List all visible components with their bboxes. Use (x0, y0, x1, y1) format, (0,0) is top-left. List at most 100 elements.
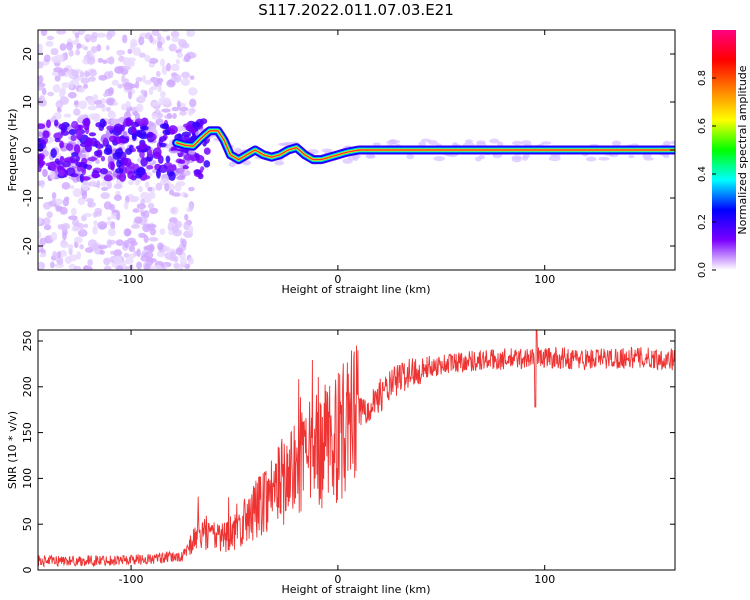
spectrogram-noise-blob (127, 90, 133, 100)
spectrogram-noise-blob (188, 186, 195, 192)
spectrogram-noise-blob (129, 38, 138, 48)
spectrogram-noise-blob (136, 261, 143, 270)
spectrogram-noise-blob (123, 240, 130, 248)
spectrogram-noise-blob (128, 244, 136, 253)
spectrogram-noise-blob (109, 203, 115, 212)
spectrogram-noise-blob (69, 185, 75, 190)
spectrogram-noise-blob (71, 225, 80, 232)
spectrogram-noise-blob (418, 141, 426, 147)
spectrogram-noise-blob (127, 170, 135, 180)
spectrogram-noise-blob (151, 30, 160, 37)
spectrogram-noise-blob (181, 71, 191, 79)
spectrogram-y-tick-label: 20 (21, 47, 34, 61)
spectrogram-noise-blob (136, 203, 147, 210)
spectrogram-noise-blob (107, 98, 114, 106)
spectrogram-noise-blob (88, 113, 99, 120)
spectrogram-noise-blob (107, 228, 116, 237)
colorbar-ticks: 0.0 0.2 0.4 0.6 0.8 (697, 70, 716, 278)
spectrogram-noise-blob (84, 247, 94, 253)
spectrogram-noise-blob (125, 147, 133, 155)
spectrogram-noise-blob (183, 169, 191, 176)
spectrogram-noise-blob (73, 144, 81, 154)
spectrogram-noise-blob (142, 210, 150, 219)
spectrogram-noise-blob (598, 156, 610, 161)
spectrogram-noise-blob (144, 54, 151, 62)
colorbar-bar (712, 30, 736, 270)
spectrogram-noise-blob (138, 52, 146, 58)
spectrogram-noise-blob (84, 33, 92, 42)
spectrogram-noise-blob (365, 153, 376, 159)
spectrogram-noise-blob (52, 251, 58, 259)
spectrogram-peak-track (172, 126, 675, 165)
spectrogram-noise-blob (167, 221, 176, 227)
spectrogram-noise-blob (166, 79, 176, 88)
spectrogram-noise-blob (512, 140, 523, 146)
spectrogram-noise-blob (126, 57, 137, 62)
spectrogram-noise-blob (177, 159, 186, 164)
spectrogram-noise-blob (113, 255, 123, 265)
spectrogram-noise-blob (45, 40, 54, 47)
snr-y-tick-label: 200 (21, 376, 34, 397)
spectrogram-noise-blob (67, 243, 74, 250)
spectrogram-noise-blob (68, 215, 78, 221)
spectrogram-noise-blob (138, 185, 143, 193)
spectrogram-noise-blob (38, 84, 45, 91)
spectrogram-noise-blob (189, 75, 195, 80)
spectrogram-noise-blob (139, 150, 145, 159)
spectrogram-noise-blob (148, 243, 155, 253)
spectrogram-noise-blob (50, 261, 55, 269)
spectrogram-noise-blob (59, 155, 65, 162)
spectrogram-noise-blob (38, 153, 45, 161)
spectrogram-noise-blob (118, 172, 127, 182)
spectrogram-noise-blob (46, 119, 52, 128)
spectrogram-noise-blob (107, 30, 116, 38)
spectrogram-noise-blob (97, 221, 108, 230)
spectrogram-noise-blob (159, 228, 166, 235)
spectrogram-noise-blob (169, 206, 179, 215)
spectrogram-noise-blob (181, 238, 187, 248)
spectrogram-noise-blob (171, 36, 181, 43)
spectrogram-noise-blob (142, 223, 151, 233)
spectrogram-noise-blob (63, 157, 74, 163)
spectrogram-noise-blob (86, 165, 92, 171)
spectrogram-noise-blob (53, 198, 64, 206)
spectrogram-noise-blob (38, 61, 44, 69)
spectrogram-noise-blob (97, 57, 104, 63)
spectrogram-y-tick-label: 0 (21, 147, 34, 154)
spectrogram-noise-blob (56, 259, 64, 265)
spectrogram-noise-blob (77, 124, 84, 130)
spectrogram-y-tick-label: 10 (21, 95, 34, 109)
spectrogram-noise-blob (38, 230, 42, 240)
spectrogram-noise-blob (175, 59, 181, 65)
spectrogram-noise-blob (166, 112, 173, 119)
spectrogram-noise-blob (233, 147, 243, 154)
colorbar: 0.0 0.2 0.4 0.6 0.8 Normalized spectral ampl… (697, 30, 749, 278)
spectrogram-noise-blob (60, 130, 70, 136)
spectrogram-noise-blob (102, 59, 108, 65)
spectrogram-noise-blob (54, 137, 61, 143)
spectrogram-noise-blob (108, 56, 115, 65)
spectrogram-noise-blob (134, 131, 143, 137)
spectrogram-noise-blob (72, 188, 82, 198)
spectrogram-noise-blob (71, 120, 79, 129)
spectrogram-noise-blob (548, 155, 561, 162)
spectrogram-noise-blob (68, 49, 74, 57)
spectrogram-noise-blob (117, 83, 123, 89)
spectrogram-noise-blob (42, 168, 48, 178)
spectrogram-noise-blob (103, 137, 109, 146)
spectrogram-noise-blob (38, 75, 44, 84)
spectrogram-noise-blob (133, 216, 143, 224)
spectrogram-noise-blob (101, 186, 109, 192)
spectrogram-noise-blob (189, 203, 194, 212)
spectrogram-noise-blob (132, 47, 141, 56)
spectrogram-noise-blob (159, 142, 167, 148)
spectrogram-noise-blob (75, 129, 83, 140)
spectrogram-noise-blob (68, 254, 78, 262)
spectrogram-noise-blob (175, 247, 184, 256)
spectrogram-noise-blob (157, 33, 162, 41)
spectrogram-noise-blob (91, 173, 101, 178)
spectrogram-noise-blob (63, 113, 72, 118)
colorbar-tick-label: 0.2 (697, 214, 708, 230)
spectrogram-noise-blob (152, 134, 157, 140)
